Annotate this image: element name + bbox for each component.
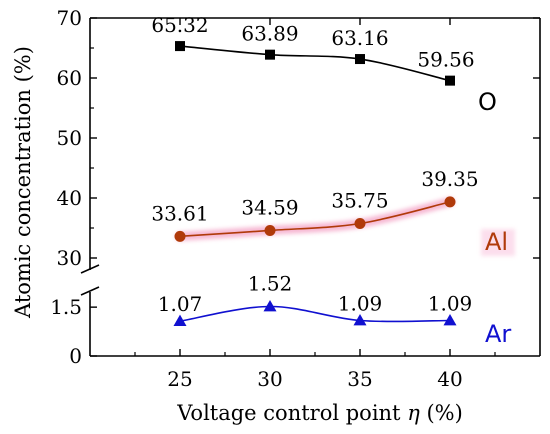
series-ar-line (179, 305, 451, 323)
data-label-ar: 1.09 (338, 291, 383, 315)
x-tick-label: 25 (167, 367, 192, 391)
x-tick-label: 30 (257, 367, 282, 391)
data-label-al: 34.59 (241, 195, 298, 219)
series-o-line (179, 45, 451, 82)
plot-area: 25 30 35 40 30 40 50 60 70 0 1.5 65.32 63.89 63.16 59.… (50, 6, 541, 391)
data-label-o: 63.16 (331, 26, 388, 50)
y-tick-label: 60 (57, 66, 82, 90)
data-label-al: 39.35 (421, 167, 478, 191)
y-tick-label: 70 (57, 6, 82, 30)
series-ar-point (443, 313, 457, 326)
series-label-o: O (478, 88, 497, 116)
series-ar-point (263, 299, 277, 312)
data-label-o: 63.89 (241, 22, 298, 46)
series-ar-point (353, 313, 367, 326)
series-al-label-highlight (481, 229, 515, 256)
series-label-ar: Ar (485, 320, 511, 348)
data-label-o: 59.56 (417, 48, 474, 72)
series-al-line (179, 201, 451, 238)
y-tick-label: 50 (57, 126, 82, 150)
series-o-point (175, 41, 185, 52)
series-o-point (265, 49, 275, 60)
y-tick-label-lower: 0 (69, 344, 82, 368)
series-ar-point (173, 314, 187, 327)
series-al-point (354, 218, 366, 229)
data-label-ar: 1.09 (428, 291, 473, 315)
data-label-al: 35.75 (331, 189, 388, 213)
y-tick-label: 30 (57, 246, 82, 270)
data-label-al: 33.61 (151, 201, 208, 225)
axis-break-mark-upper (80, 264, 100, 274)
x-tick-label: 40 (437, 367, 462, 391)
data-label-ar: 1.07 (158, 292, 203, 316)
series-al-highlight (175, 197, 455, 241)
y-tick-label: 40 (57, 186, 82, 210)
series-al-point (444, 196, 456, 208)
data-label-ar: 1.52 (248, 271, 293, 295)
x-tick-label: 35 (347, 367, 372, 391)
axis-break-mark-lower (80, 286, 100, 296)
series-o-point (445, 75, 455, 86)
series-al-point (264, 224, 276, 236)
series-label-al: Al (485, 228, 508, 256)
x-axis-title: Voltage control point η (%) (176, 401, 463, 425)
y-axis-title: Atomic concentration (%) (11, 46, 35, 319)
series-o-point (355, 54, 365, 65)
y-tick-label-lower: 1.5 (50, 295, 82, 319)
series-al-point (174, 230, 186, 242)
data-label-o: 65.32 (151, 13, 208, 37)
